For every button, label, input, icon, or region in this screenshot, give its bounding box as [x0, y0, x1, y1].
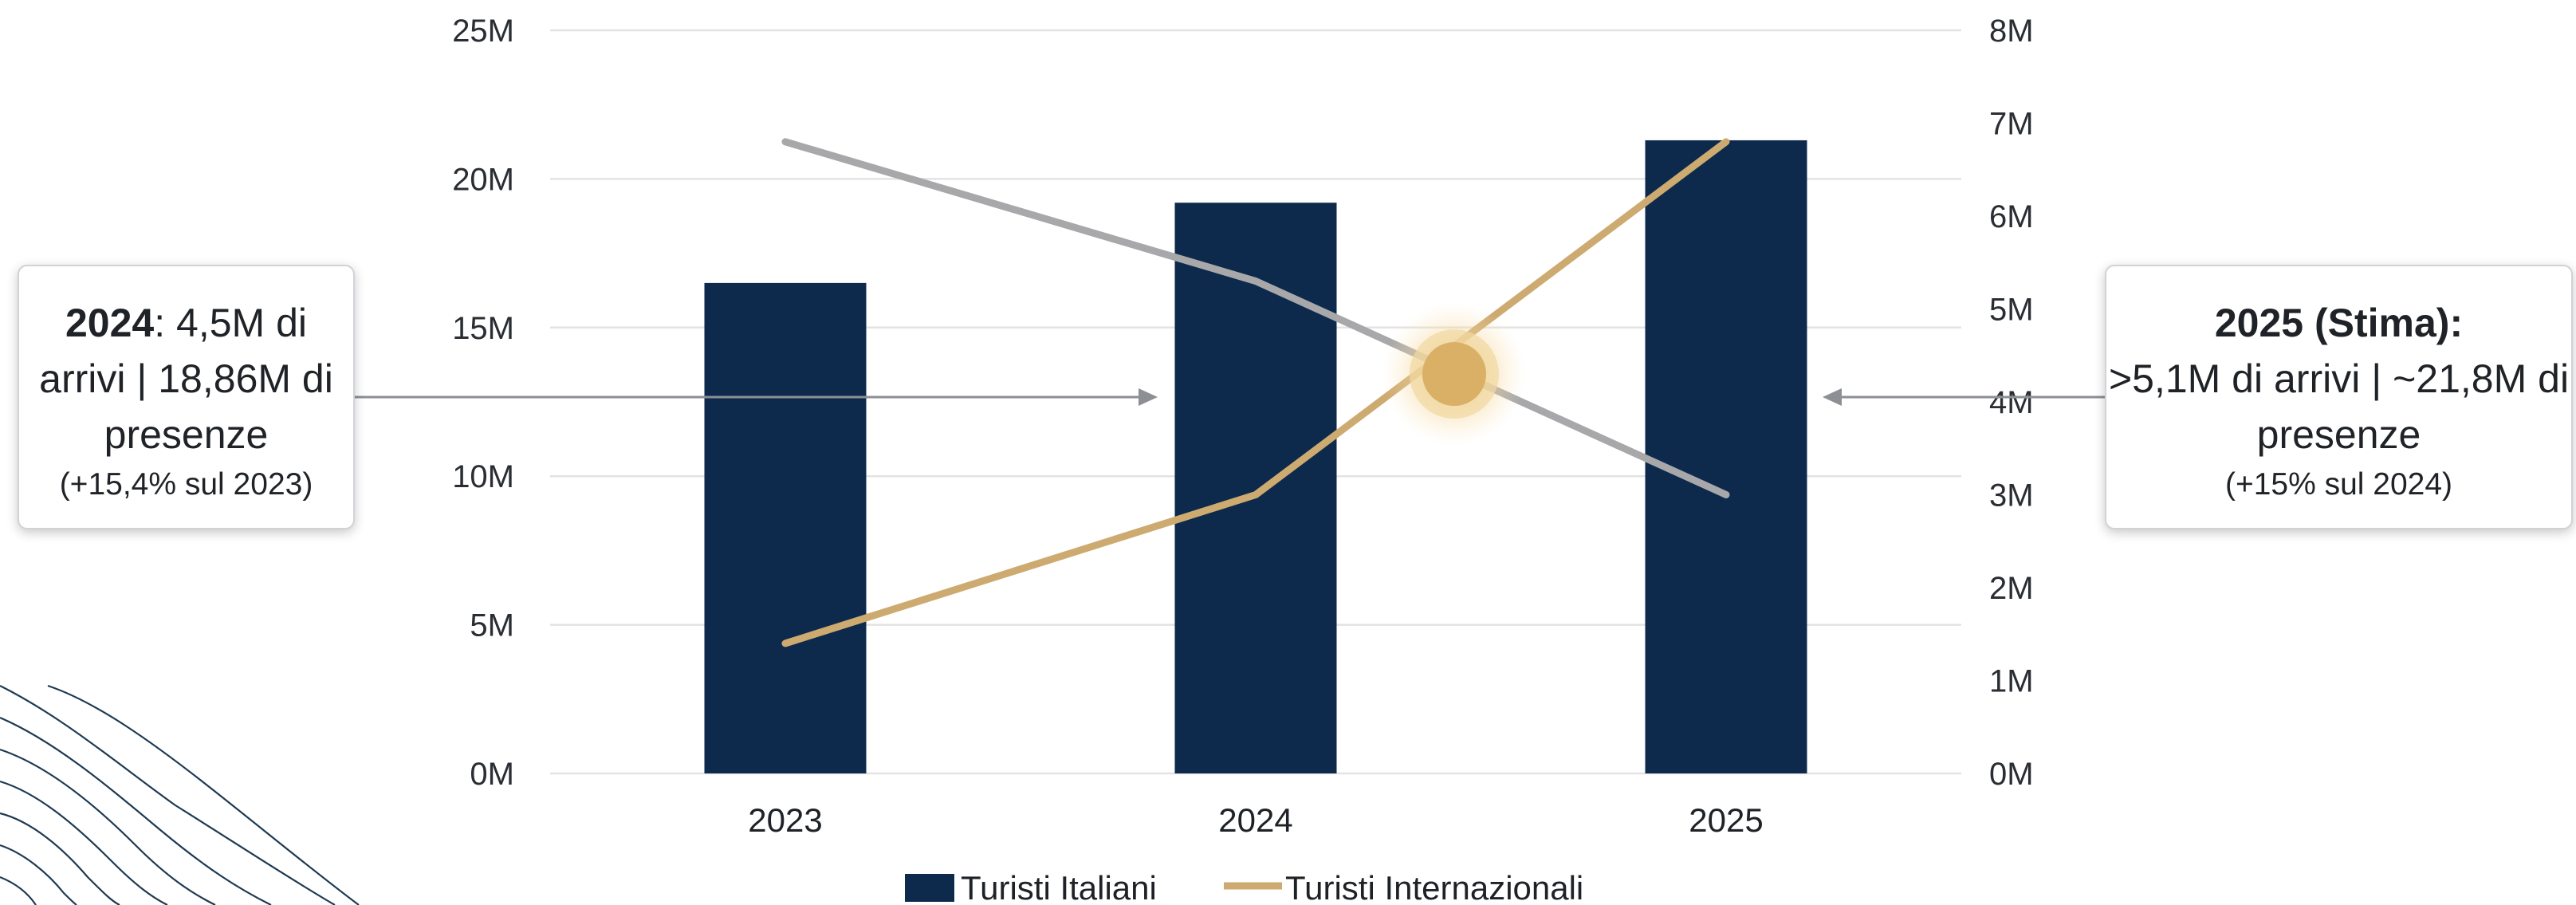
y-right-tick-label: 7M: [1989, 107, 2034, 142]
highlight-marker: [1382, 302, 1526, 447]
callout-2024: 2024: 4,5M di arrivi | 18,86M di presenz…: [18, 265, 355, 529]
x-tick-label: 2024: [1218, 801, 1292, 839]
x-tick-label: 2023: [748, 801, 822, 839]
callout-2025-text: >5,1M di arrivi | ~21,8M di presenze: [2108, 356, 2570, 457]
callout-2024-note: (+15,4% sul 2023): [59, 467, 313, 502]
callout-2025-year: 2025 (Stima):: [2214, 301, 2464, 345]
y-right-tick-label: 5M: [1989, 293, 2034, 328]
bar-2024: [1174, 203, 1337, 773]
legend-label-turisti-italiani: Turisti Italiani: [961, 869, 1157, 905]
y-left-tick-label: 0M: [470, 757, 514, 792]
callout-2025: 2025 (Stima): >5,1M di arrivi | ~21,8M d…: [2105, 265, 2573, 529]
line-grey-trend: [781, 138, 1730, 498]
left-axis: 0M 5M 10M 15M 20M 25M: [452, 14, 514, 792]
y-left-tick-label: 20M: [452, 162, 514, 197]
y-right-tick-label: 2M: [1989, 571, 2034, 606]
legend-swatch-bar: [905, 874, 954, 902]
bar-2025: [1645, 140, 1807, 773]
callout-2025-note: (+15% sul 2024): [2224, 467, 2453, 502]
callout-2024-text: : 4,5M di arrivi | 18,86M di presenze: [39, 301, 333, 457]
right-axis: 0M 1M 2M 3M 4M 5M 6M 7M 8M: [1989, 14, 2034, 792]
y-right-tick-label: 8M: [1989, 14, 2034, 49]
callout-arrows: [353, 388, 2105, 406]
arrow-2025-head: [1823, 388, 1842, 406]
topographic-lines-decoration: [0, 684, 360, 905]
highlight-dot: [1422, 342, 1486, 407]
y-left-tick-label: 5M: [470, 608, 514, 643]
line-series: [781, 138, 1730, 647]
y-right-tick-label: 1M: [1989, 664, 2034, 699]
legend-label-turisti-internazionali: Turisti Internazionali: [1285, 869, 1583, 905]
arrow-2024-head: [1139, 388, 1158, 406]
callout-2024-year: 2024: [65, 301, 155, 345]
y-left-tick-label: 15M: [452, 311, 514, 346]
y-right-tick-label: 4M: [1989, 385, 2034, 420]
y-right-tick-label: 6M: [1989, 199, 2034, 234]
line-turisti-internazionali: [781, 138, 1730, 647]
x-tick-label: 2025: [1689, 801, 1763, 839]
y-right-tick-label: 0M: [1989, 757, 2034, 792]
y-left-tick-label: 25M: [452, 14, 514, 49]
legend: Turisti Italiani Turisti Internazionali: [905, 869, 1583, 905]
y-left-tick-label: 10M: [452, 459, 514, 494]
bar-series: [704, 140, 1807, 773]
bar-2023: [704, 282, 867, 773]
y-right-tick-label: 3M: [1989, 478, 2034, 513]
x-axis: 2023 2024 2025: [748, 801, 1763, 839]
